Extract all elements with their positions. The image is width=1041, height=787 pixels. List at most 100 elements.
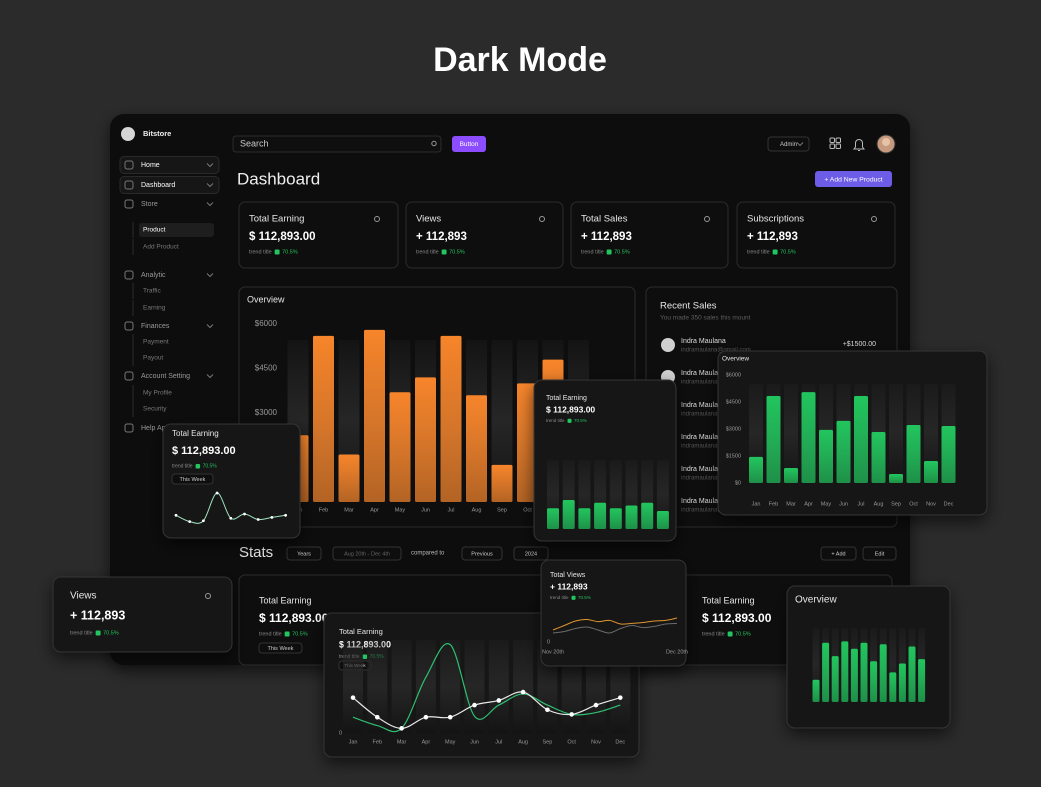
bar (860, 642, 868, 702)
menu-item[interactable]: Home (141, 162, 160, 169)
line (552, 622, 677, 634)
menu-item[interactable]: Account Setting (141, 373, 190, 380)
period-select[interactable] (258, 642, 303, 654)
stat-value: $ 112,893.00 (249, 231, 316, 243)
apps-icon (835, 143, 841, 149)
chevron (206, 273, 214, 278)
x-tick-label: Jan (752, 501, 761, 507)
year-select-label[interactable]: 2024 (525, 551, 537, 557)
range-select[interactable] (332, 546, 402, 561)
point (375, 714, 380, 720)
search-placeholder[interactable]: Search (240, 138, 269, 148)
menu-subitem[interactable]: My Profile (143, 390, 172, 397)
floating-card (162, 423, 301, 539)
primary-button[interactable] (452, 136, 486, 152)
bar (313, 335, 334, 502)
card-icon (205, 593, 211, 599)
chart-title: Total Earning (172, 429, 219, 438)
point (202, 519, 205, 523)
x-tick-label: Feb (319, 507, 328, 513)
trend-icon (274, 249, 280, 255)
stat-title: Views (416, 214, 441, 225)
bar (656, 511, 669, 529)
menu-item[interactable]: Analytic (141, 272, 166, 279)
edit-button[interactable] (862, 546, 897, 561)
add-product-button[interactable] (815, 171, 892, 187)
bar (870, 661, 878, 702)
card-title: Views (70, 591, 97, 602)
period-select[interactable] (286, 546, 322, 561)
x-tick-label: Jul (447, 507, 454, 513)
y-tick-label: $3000 (726, 426, 741, 432)
year-select[interactable] (513, 546, 549, 561)
menu-item[interactable]: Finances (141, 323, 170, 330)
menu-icon (124, 423, 134, 433)
x-tick-label: Jun (470, 739, 479, 745)
chart-title: Overview (795, 595, 837, 606)
menu-subitem[interactable]: Payment (143, 339, 169, 346)
menu-subitem[interactable]: Traffic (143, 288, 161, 295)
menu-item-active[interactable] (139, 223, 214, 237)
bar (784, 468, 798, 483)
menu-subitem[interactable]: Product (143, 227, 166, 234)
menu-icon (124, 180, 134, 190)
period-select-label[interactable]: This Week (180, 477, 206, 483)
bar (812, 679, 820, 702)
sale-name: Indra Maulana (681, 338, 726, 345)
x-tick-label: Jun (421, 507, 430, 513)
edit-button-label[interactable]: Edit (875, 551, 885, 557)
add-button-label[interactable]: + Add (831, 551, 845, 557)
sale-email: indramaulana@gmail.com (681, 476, 751, 482)
x-tick-label: Mar (397, 739, 407, 745)
bar (898, 663, 906, 702)
menu-subitem[interactable]: Security (143, 406, 167, 413)
user-menu[interactable] (767, 136, 810, 152)
period-select[interactable] (171, 473, 214, 485)
bar (594, 502, 607, 529)
trend-value: 70.5% (282, 249, 298, 255)
point (520, 689, 526, 695)
add-product-button-label[interactable]: + Add New Product (824, 176, 882, 183)
add-button[interactable] (820, 546, 857, 561)
bar-track (367, 640, 388, 733)
search-box[interactable] (232, 135, 442, 153)
bar (924, 461, 938, 483)
sale-email: indramaulana@gmail.com (681, 444, 751, 450)
menu-item-bg[interactable] (119, 176, 220, 194)
bell-icon[interactable] (853, 139, 865, 151)
card-value: + 112,893 (70, 608, 125, 622)
user-menu-label[interactable]: Admin (780, 142, 797, 148)
point (188, 520, 192, 523)
sale-email: indramaulana@gmail.com (681, 380, 751, 386)
bar-track (488, 640, 509, 733)
menu-item-bg[interactable] (119, 156, 220, 174)
menu-subitem[interactable]: Payout (143, 355, 163, 362)
compare-select-label[interactable]: Previous (471, 551, 493, 557)
compare-select[interactable] (461, 546, 503, 561)
period-select-label[interactable]: This Week (268, 646, 294, 652)
point (545, 707, 550, 713)
chart-title: Total Earning (546, 395, 587, 402)
menu-item[interactable]: Help App (141, 425, 170, 432)
primary-button-label[interactable]: Button (460, 141, 479, 148)
y-tick-label: $3000 (255, 408, 278, 417)
point (569, 712, 574, 717)
bar-track (343, 640, 363, 733)
bar (389, 392, 411, 502)
menu-subitem[interactable]: Earning (143, 305, 166, 312)
x-tick-label: Apr (422, 739, 431, 745)
period-select-label[interactable]: Years (297, 551, 311, 557)
menu-item[interactable]: Dashboard (141, 182, 175, 189)
menu-item[interactable]: Store (141, 201, 158, 208)
bar (766, 396, 781, 483)
range-select-label[interactable]: Aug 20th - Dec 4th (344, 551, 390, 557)
chevron (206, 163, 214, 168)
x-tick-label: Dec (615, 739, 625, 745)
stat-icon (539, 216, 545, 222)
menu-subitem[interactable]: Add Product (143, 244, 179, 251)
stat-title: Total Earning (249, 214, 304, 225)
chevron (206, 324, 214, 329)
x-tick-label: Aug (518, 739, 528, 745)
bar (819, 429, 833, 483)
chevron (206, 374, 214, 379)
